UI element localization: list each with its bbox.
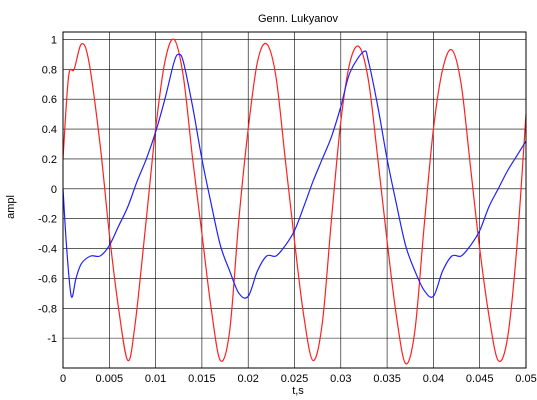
y-tick-label: 0.2 bbox=[42, 154, 57, 166]
series-group bbox=[62, 38, 527, 365]
chart-title: Genn. Lukyanov bbox=[258, 13, 339, 25]
x-tick-label: 0 bbox=[60, 373, 66, 385]
x-tick-label: 0.045 bbox=[466, 373, 494, 385]
grid bbox=[62, 32, 527, 368]
y-tick-label: 0.6 bbox=[42, 94, 57, 106]
y-tick-label: -0.4 bbox=[38, 244, 57, 256]
x-tick-label: 0.01 bbox=[145, 373, 166, 385]
x-tick-label: 0.005 bbox=[96, 373, 124, 385]
y-tick-label: 0 bbox=[51, 184, 57, 196]
y-tick-label: -0.8 bbox=[38, 303, 57, 315]
y-tick-label: -0.6 bbox=[38, 273, 57, 285]
x-axis-label: t,s bbox=[292, 385, 304, 397]
x-tick-label: 0.04 bbox=[423, 373, 444, 385]
y-tick-label: -1 bbox=[47, 333, 57, 345]
y-tick-label: 1 bbox=[51, 34, 57, 46]
y-tick-label: 0.8 bbox=[42, 64, 57, 76]
series-line-2 bbox=[62, 50, 527, 299]
x-tick-label: 0.03 bbox=[330, 373, 351, 385]
y-tick-label: 0.4 bbox=[42, 124, 57, 136]
x-tick-label: 0.02 bbox=[237, 373, 258, 385]
x-tick-label: 0.035 bbox=[373, 373, 401, 385]
y-axis-label: ampl bbox=[5, 195, 17, 219]
series-line-1 bbox=[62, 38, 527, 365]
y-tick-label: -0.2 bbox=[38, 214, 57, 226]
x-tick-label: 0.025 bbox=[281, 373, 309, 385]
x-tick-label: 0.05 bbox=[515, 373, 536, 385]
plot-frame bbox=[62, 31, 527, 369]
x-tick-label: 0.015 bbox=[188, 373, 216, 385]
y-axis-ticks: 1 0.8 0.6 0.4 0.2 0 -0.2 -0.4 -0.6 -0.8 -1 bbox=[38, 34, 57, 345]
x-axis-ticks: 0 0.005 0.01 0.015 0.02 0.025 0.03 0.035 0.04 0.0… bbox=[60, 373, 537, 385]
